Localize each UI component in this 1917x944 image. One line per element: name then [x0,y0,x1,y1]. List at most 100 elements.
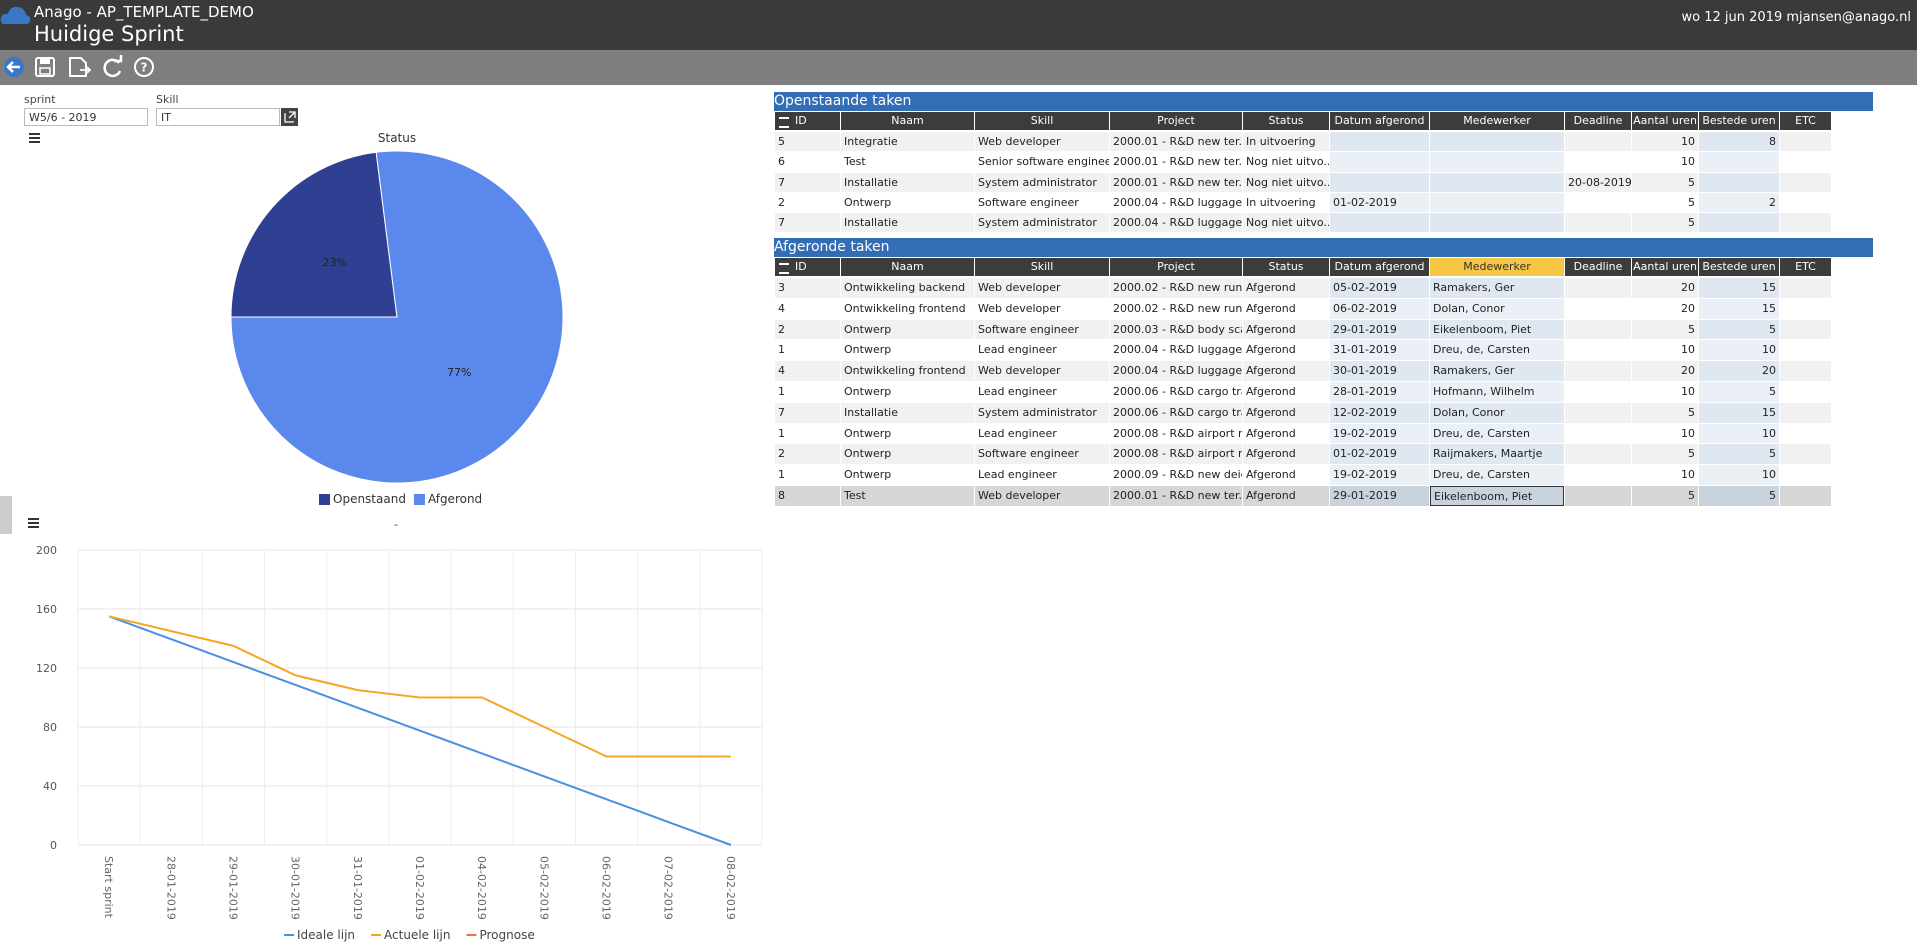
table-cell[interactable]: Lead engineer [975,465,1109,485]
table-cell[interactable]: 19-02-2019 [1330,465,1429,485]
table-cell[interactable] [1780,172,1831,192]
table-cell[interactable]: 2000.01 - R&D new ter... [1110,172,1242,192]
table-cell[interactable]: 2000.01 - R&D new ter... [1110,486,1242,506]
table-cell[interactable]: 2000.08 - R&D airport r... [1110,444,1242,465]
table-cell[interactable]: Ontwikkeling backend [841,278,974,298]
table-cell[interactable]: 2000.01 - R&D new ter... [1110,132,1242,152]
table-cell[interactable]: 2000.04 - R&D luggage ... [1110,361,1242,381]
table-cell[interactable]: Ontwerp [841,340,974,361]
save-button[interactable] [35,57,55,77]
table-cell[interactable] [1780,444,1831,465]
table-cell[interactable]: Afgerond [1243,298,1329,319]
table-cell[interactable]: 2000.04 - R&D luggage ... [1110,192,1242,213]
table-cell[interactable]: Ontwerp [841,319,974,340]
menu-icon[interactable] [779,117,789,128]
menu-icon[interactable] [28,526,39,528]
table-cell[interactable] [1330,152,1429,172]
table-cell[interactable] [1780,465,1831,485]
lookup-button[interactable] [281,108,298,126]
table-cell[interactable]: 2000.03 - R&D body scan [1110,319,1242,340]
table-cell[interactable] [1780,298,1831,319]
table-cell[interactable] [1430,213,1564,233]
table-cell[interactable]: 2000.04 - R&D luggage ... [1110,213,1242,233]
column-header[interactable]: ETC [1780,258,1831,276]
column-header[interactable]: Bestede uren [1699,112,1779,130]
table-cell[interactable]: Test [841,486,974,506]
table-cell[interactable]: System administrator [975,213,1109,233]
table-cell[interactable]: Senior software engineer [975,152,1109,172]
table-cell[interactable]: Dreu, de, Carsten [1430,340,1564,361]
table-cell[interactable]: 2 [775,444,840,465]
table-cell[interactable] [1565,298,1631,319]
table-cell[interactable] [1430,172,1564,192]
table-cell[interactable]: Nog niet uitvo... [1243,172,1329,192]
table-cell[interactable]: 20-08-2019 [1565,172,1631,192]
table-cell[interactable] [1565,402,1631,423]
table-cell[interactable]: Dreu, de, Carsten [1430,423,1564,444]
table-cell[interactable]: Eikelenboom, Piet [1430,319,1564,340]
table-cell[interactable] [1780,382,1831,402]
table-cell[interactable]: 1 [775,423,840,444]
table-cell[interactable]: Dolan, Conor [1430,298,1564,319]
table-cell[interactable] [1699,172,1779,192]
table-cell[interactable] [1780,213,1831,233]
column-header[interactable]: Aantal uren [1632,258,1698,276]
table-cell[interactable]: 5 [1699,444,1779,465]
table-cell[interactable] [1780,340,1831,361]
table-cell[interactable]: Ontwerp [841,423,974,444]
table-cell[interactable]: 06-02-2019 [1330,298,1429,319]
table-cell[interactable] [1430,192,1564,213]
table-cell[interactable] [1699,152,1779,172]
table-cell[interactable] [1430,132,1564,152]
table-cell[interactable]: 5 [1699,486,1779,506]
table-cell[interactable]: Lead engineer [975,423,1109,444]
table-cell[interactable]: 2000.02 - R&D new run... [1110,298,1242,319]
table-cell[interactable]: 5 [1699,319,1779,340]
menu-icon[interactable] [29,137,40,139]
table-cell[interactable] [1330,213,1429,233]
column-header[interactable]: Skill [975,258,1109,276]
table-cell[interactable]: Installatie [841,172,974,192]
table-cell[interactable]: 5 [1632,444,1698,465]
table-cell[interactable]: 7 [775,172,840,192]
table-cell[interactable] [1780,486,1831,506]
table-cell[interactable] [1565,465,1631,485]
table-cell[interactable]: Ontwikkeling frontend [841,361,974,381]
table-cell[interactable]: 2000.08 - R&D airport r... [1110,423,1242,444]
table-cell[interactable]: 20 [1632,361,1698,381]
table-cell[interactable]: 5 [1699,382,1779,402]
table-cell[interactable]: Web developer [975,278,1109,298]
table-cell[interactable]: 1 [775,382,840,402]
table-cell[interactable]: 29-01-2019 [1330,486,1429,506]
table-cell[interactable]: Web developer [975,132,1109,152]
table-cell[interactable]: Afgerond [1243,278,1329,298]
column-header[interactable]: Aantal uren [1632,112,1698,130]
table-cell[interactable]: 10 [1699,465,1779,485]
table-cell[interactable]: In uitvoering [1243,192,1329,213]
table-cell[interactable]: Hofmann, Wilhelm [1430,382,1564,402]
table-cell[interactable]: Afgerond [1243,423,1329,444]
table-cell[interactable]: 5 [1632,319,1698,340]
table-cell[interactable]: System administrator [975,172,1109,192]
menu-icon[interactable] [28,518,39,520]
table-cell[interactable]: 7 [775,213,840,233]
table-cell[interactable]: 4 [775,298,840,319]
table-cell[interactable]: Lead engineer [975,340,1109,361]
table-cell[interactable]: Software engineer [975,319,1109,340]
menu-icon[interactable] [779,263,789,274]
table-cell[interactable]: Afgerond [1243,486,1329,506]
table-cell[interactable]: Web developer [975,361,1109,381]
table-cell[interactable]: 2000.06 - R&D cargo tra... [1110,402,1242,423]
table-cell[interactable]: 10 [1632,423,1698,444]
column-header[interactable]: Medewerker [1430,258,1564,276]
table-cell[interactable] [1565,423,1631,444]
table-cell[interactable] [1565,132,1631,152]
table-cell[interactable]: 15 [1699,278,1779,298]
table-cell[interactable]: Eikelenboom, Piet [1430,486,1564,506]
table-cell[interactable]: Test [841,152,974,172]
table-cell[interactable] [1565,152,1631,172]
column-header[interactable]: Datum afgerond [1330,112,1429,130]
table-cell[interactable]: 10 [1699,423,1779,444]
column-header[interactable]: ID [775,258,840,276]
table-cell[interactable]: Nog niet uitvo... [1243,213,1329,233]
